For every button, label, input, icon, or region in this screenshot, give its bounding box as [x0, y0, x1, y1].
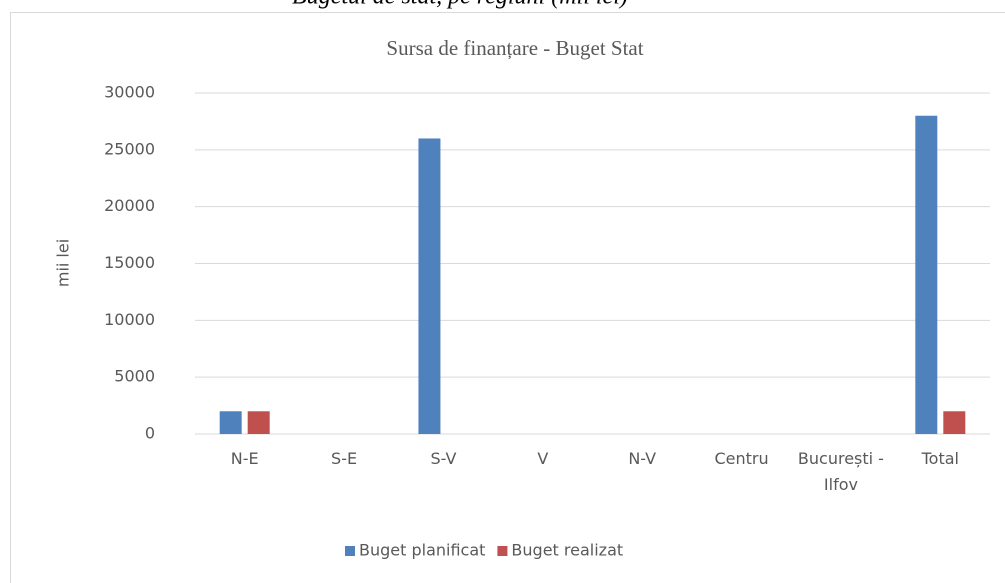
- x-tick-label: Centru: [714, 449, 769, 468]
- x-tick-wrap: Centru: [714, 449, 769, 468]
- bar: [943, 411, 966, 434]
- x-tick-wrap: S-V: [430, 449, 457, 468]
- x-tick-wrap: S-E: [331, 449, 358, 468]
- x-tick-wrap: București - Ilfov: [797, 449, 884, 494]
- y-tick-label: 15000: [104, 253, 155, 272]
- x-tick-label: S-E: [331, 449, 358, 468]
- y-axis-label: mii lei: [54, 239, 73, 287]
- x-tick-label: N-V: [628, 449, 657, 468]
- x-tick-label: V: [537, 449, 549, 468]
- x-tick-label: S-V: [430, 449, 457, 468]
- bar: [247, 411, 270, 434]
- legend-label: Buget planificat: [359, 541, 485, 560]
- x-tick-wrap: V: [537, 449, 549, 468]
- x-tick-wrap: Total: [921, 449, 959, 468]
- x-tick-label: Total: [921, 449, 959, 468]
- x-tick-label: N-E: [230, 449, 259, 468]
- bar: [915, 115, 938, 434]
- bar: [418, 138, 441, 434]
- bar: [219, 411, 242, 434]
- legend-label: Buget realizat: [511, 541, 623, 560]
- legend-swatch: [345, 546, 355, 556]
- x-tick-wrap: N-V: [628, 449, 657, 468]
- y-tick-label: 30000: [104, 83, 155, 102]
- chart-title: Sursa de finanțare - Buget Stat: [386, 36, 643, 60]
- caption: Bugetul de stat, pe regiuni (mii lei): [292, 0, 628, 10]
- y-tick-label: 5000: [114, 367, 155, 386]
- y-tick-label: 25000: [104, 139, 155, 158]
- y-tick-label: 0: [145, 424, 155, 443]
- y-tick-label: 20000: [104, 196, 155, 215]
- chart-frame: [10, 12, 1005, 583]
- x-tick-label: București - Ilfov: [797, 449, 884, 494]
- y-tick-label: 10000: [104, 310, 155, 329]
- x-tick-wrap: N-E: [230, 449, 259, 468]
- legend-swatch: [497, 546, 508, 556]
